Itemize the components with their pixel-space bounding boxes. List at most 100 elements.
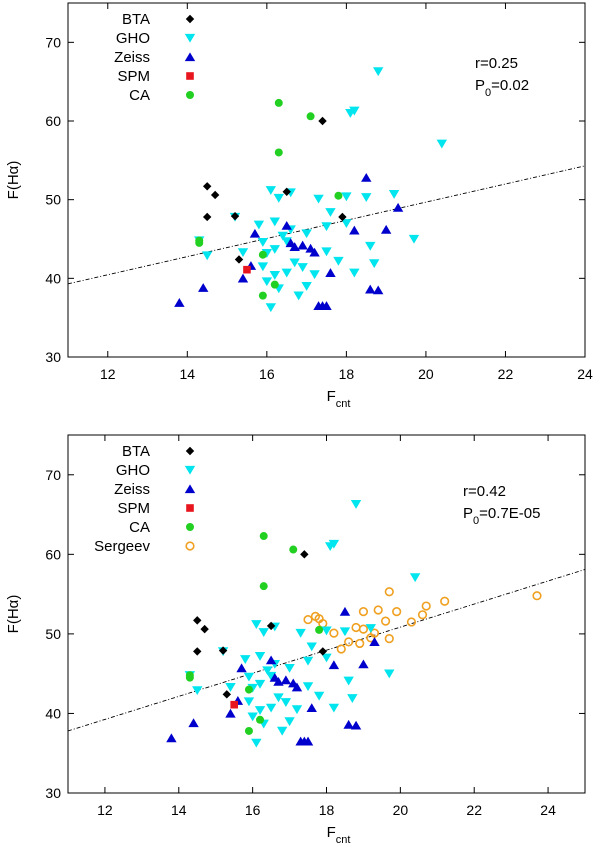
data-point-bta [193,647,202,656]
data-point-bta [202,182,212,191]
legend-marker-gho [184,465,196,475]
data-point-gho [328,539,340,549]
series-spm [230,700,238,709]
data-point-gho [243,672,255,682]
series-zeiss [166,606,380,746]
data-point-gho [251,620,262,630]
data-point-zeiss [289,242,300,252]
data-point-zeiss [369,637,380,647]
data-point-zeiss [328,660,340,670]
data-point-sergeev [392,607,402,617]
x-tick-label: 24 [540,802,556,818]
x-tick-label: 22 [498,366,514,382]
data-point-gho [302,682,314,692]
data-point-gho [269,271,280,280]
data-point-zeiss [306,703,317,713]
data-point-gho [349,268,360,278]
series-gho [194,67,448,313]
data-point-bta [200,624,209,634]
data-point-sergeev [355,638,365,649]
data-point-ca [256,715,265,724]
x-tick-label: 20 [393,802,409,818]
data-point-gho [341,219,352,228]
data-point-gho [302,656,314,666]
y-tick-label: 50 [45,626,61,642]
correlation-label: r=0.42 [463,483,506,500]
data-point-gho [284,663,295,673]
data-point-sergeev [373,605,383,615]
data-point-gho [341,192,352,202]
data-point-gho [347,694,358,704]
legend-marker-bta [185,14,195,24]
plot-frame [67,2,586,358]
data-point-zeiss [291,682,303,692]
y-tick-label: 50 [45,192,61,208]
x-tick-label: 16 [245,802,261,818]
data-point-ca [258,291,267,300]
x-tick-label: 20 [418,366,434,382]
data-point-gho [276,726,288,736]
data-point-bta [210,190,220,200]
legend-marker-gho [184,33,196,43]
data-point-gho [301,229,312,239]
probability-label: P0=0.02 [475,77,529,99]
data-point-zeiss [325,268,336,277]
data-point-gho [295,628,306,638]
data-point-gho [321,222,332,232]
data-point-gho [240,655,251,665]
data-point-gho [192,686,203,696]
data-point-bta [338,212,347,222]
y-tick-label: 70 [45,34,61,50]
data-point-ca [259,582,268,591]
data-point-bta [230,211,240,221]
legend-marker-spm [186,72,194,80]
data-point-ca [274,98,283,107]
data-point-zeiss [361,172,372,182]
series-ca [195,98,343,300]
data-point-gho [325,208,336,217]
data-point-bta [202,212,212,222]
data-point-spm [230,700,238,709]
y-tick-label: 30 [45,349,61,365]
data-point-gho [339,627,351,637]
regression-line [67,569,586,732]
y-tick-label: 60 [45,113,61,129]
data-point-gho [350,500,362,509]
legend-marker-zeiss [184,484,196,494]
legend-label-sergeev: Sergeev [94,538,150,555]
data-point-sergeev [440,596,450,606]
legend-label-zeiss: Zeiss [114,49,150,66]
data-point-gho [321,247,332,257]
y-tick-label: 40 [45,270,61,286]
data-point-zeiss [302,736,314,746]
legend-marker-ca [186,523,194,531]
data-point-bta [300,550,309,559]
data-point-zeiss [265,655,277,665]
data-point-gho [306,642,317,652]
data-point-gho [254,706,266,715]
data-point-zeiss [349,225,360,235]
data-point-bta [218,646,228,655]
y-tick-label: 60 [45,546,61,562]
data-point-gho [284,717,295,727]
data-point-sergeev [384,634,394,644]
data-point-gho [201,251,213,261]
legend-label-ca: CA [129,519,150,536]
data-point-gho [257,262,269,272]
y-axis-label: F(Hα) [5,161,22,200]
data-point-gho [297,263,308,272]
series-ca [185,532,324,735]
x-tick-label: 14 [180,366,196,382]
series-zeiss [174,172,404,311]
data-point-gho [262,666,273,676]
probability-label: P0=0.7E-05 [463,505,540,527]
data-point-gho [408,234,420,244]
data-point-sergeev [358,607,369,617]
data-point-bta [193,616,202,625]
data-point-gho [251,738,262,748]
data-point-bta [222,690,231,699]
data-point-ca [259,532,268,541]
x-tick-label: 12 [100,366,116,382]
data-point-sergeev [303,614,313,625]
